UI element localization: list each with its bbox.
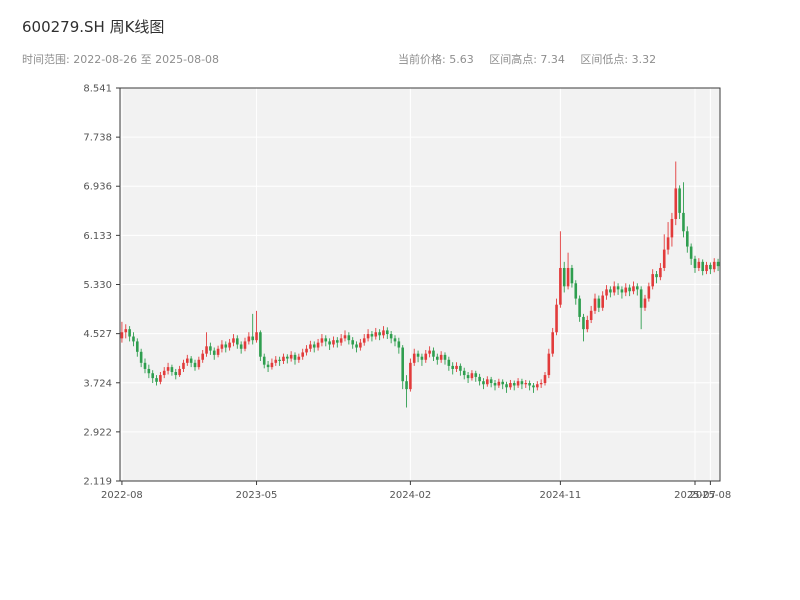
range-low-label: 区间低点: 3.32 [580,53,657,66]
x-tick-label: 2024-11 [539,490,581,501]
y-tick-label: 2.119 [83,477,112,488]
chart-title: 600279.SH 周K线图 [22,18,165,36]
y-tick-label: 6.936 [83,182,112,193]
x-tick-label: 2025-08 [689,490,731,501]
x-tick-label: 2022-08 [101,490,143,501]
x-tick-label: 2024-02 [389,490,431,501]
y-tick-label: 4.527 [83,329,112,340]
candles [120,161,720,408]
stats-row: 当前价格: 5.63 区间高点: 7.34 区间低点: 3.32 [398,51,668,67]
y-tick-label: 2.922 [83,427,112,438]
y-tick-label: 8.541 [83,84,112,95]
y-tick-label: 7.738 [83,133,112,144]
current-price-label: 当前价格: 5.63 [398,53,474,66]
x-tick-label: 2023-05 [236,490,278,501]
y-axis: 8.541 7.738 6.936 6.133 5.330 4.527 3.724 2.922… [83,84,120,488]
y-tick-label: 5.330 [83,280,112,291]
time-range-label: 时间范围: 2022-08-26 至 2025-08-08 [22,53,220,66]
x-tick-label: 2025-07 [674,490,716,501]
y-tick-label: 3.724 [83,378,112,389]
range-high-label: 区间高点: 7.34 [489,53,565,66]
y-tick-label: 6.133 [83,231,112,242]
grid-lines [120,87,720,482]
x-axis: 2022-08 2023-05 2024-02 2024-11 2025-072025-… [101,481,731,501]
